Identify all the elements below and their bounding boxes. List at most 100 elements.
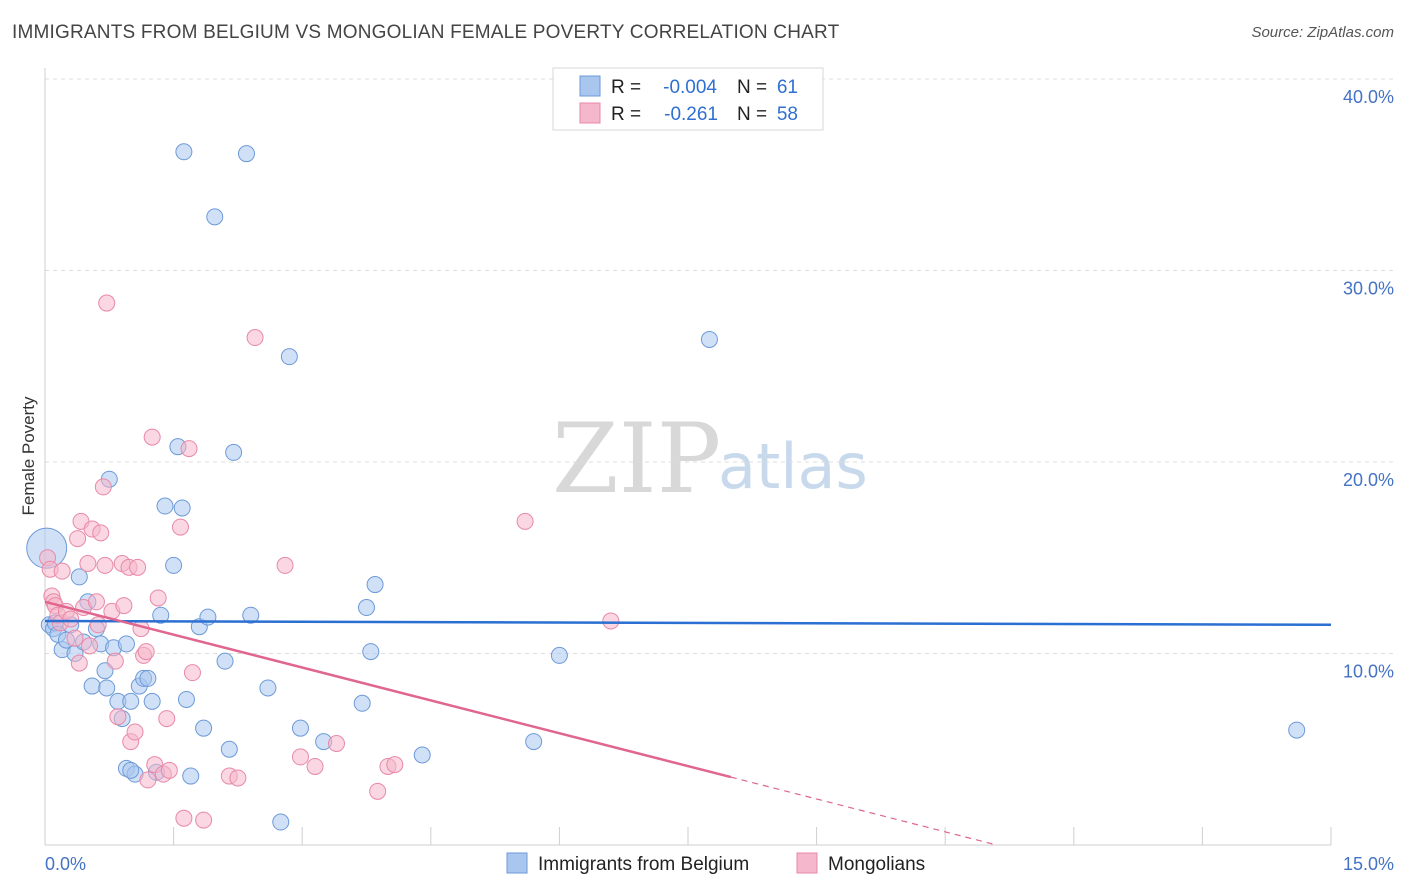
legend-n-value-belgium: 61 [777, 77, 798, 98]
point-mongolians [137, 643, 155, 661]
point-mongolians [160, 761, 178, 779]
series-legend-label-mongolians: Mongolians [828, 854, 925, 875]
point-mongolians [79, 554, 97, 572]
point-mongolians [62, 610, 80, 628]
y-tick-labels: 10.0% 20.0% 30.0% 40.0% [1343, 87, 1394, 682]
legend-r-label-belgium: R = [611, 77, 641, 98]
point-mongolians [183, 664, 201, 682]
x-tick-label-max: 15.0% [1343, 854, 1394, 874]
point-belgium [242, 606, 260, 624]
point-belgium [225, 443, 243, 461]
point-belgium [143, 692, 161, 710]
point-belgium [139, 669, 157, 687]
point-belgium [206, 208, 224, 226]
point-belgium [199, 608, 217, 626]
series-legend-swatch-belgium [506, 852, 528, 874]
legend-r-value-mongolians: -0.261 [664, 104, 718, 125]
point-mongolians [246, 329, 264, 347]
stats-legend: R = -0.004 N = 61 R = -0.261 N = 58 [552, 67, 824, 131]
point-mongolians [53, 562, 71, 580]
series-legend-label-belgium: Immigrants from Belgium [538, 854, 749, 875]
point-mongolians [306, 757, 324, 775]
point-mongolians [327, 735, 345, 753]
point-belgium [550, 646, 568, 664]
point-mongolians [81, 637, 99, 655]
x-tick-label-min: 0.0% [45, 854, 86, 874]
point-mongolians [106, 652, 124, 670]
source-credit: Source: ZipAtlas.com [1251, 24, 1394, 41]
trend-lines [44, 600, 1332, 846]
legend-r-value-belgium: -0.004 [663, 77, 717, 98]
point-mongolians [158, 710, 176, 728]
point-mongolians [139, 771, 157, 789]
point-belgium [122, 692, 140, 710]
point-mongolians [143, 428, 161, 446]
y-tick-label-40: 40.0% [1343, 87, 1394, 107]
point-mongolians [70, 654, 88, 672]
point-belgium [216, 652, 234, 670]
series-legend: Immigrants from Belgium Mongolians [506, 852, 925, 875]
legend-n-label-mongolians: N = [737, 104, 767, 125]
point-mongolians [171, 518, 189, 536]
point-mongolians [126, 723, 144, 741]
x-ticks [173, 827, 1332, 845]
series-legend-swatch-mongolians [796, 852, 818, 874]
point-mongolians [89, 616, 107, 634]
y-tick-label-30: 30.0% [1343, 279, 1394, 299]
scatter-points [26, 143, 1306, 831]
point-belgium [366, 576, 384, 594]
legend-r-label-mongolians: R = [611, 104, 641, 125]
point-mongolians [175, 809, 193, 827]
point-belgium [413, 746, 431, 764]
point-mongolians [92, 524, 110, 542]
legend-n-label-belgium: N = [737, 77, 767, 98]
point-belgium [237, 145, 255, 163]
point-mongolians [516, 512, 534, 530]
point-belgium [353, 694, 371, 712]
y-tick-label-20: 20.0% [1343, 470, 1394, 490]
point-mongolians [109, 708, 127, 726]
point-mongolians [149, 589, 167, 607]
point-belgium [175, 143, 193, 161]
point-mongolians [87, 593, 105, 611]
point-belgium [122, 761, 140, 779]
legend-n-value-mongolians: 58 [777, 104, 798, 125]
point-belgium [165, 556, 183, 574]
watermark-zip: ZIP [552, 403, 721, 515]
point-belgium [362, 643, 380, 661]
point-mongolians [69, 530, 87, 548]
point-mongolians [369, 782, 387, 800]
point-mongolians [229, 769, 247, 787]
point-belgium [156, 497, 174, 515]
point-belgium [700, 330, 718, 348]
point-belgium [272, 813, 290, 831]
point-mongolians [602, 612, 620, 630]
point-belgium [280, 348, 298, 366]
point-mongolians [195, 811, 213, 829]
y-tick-label-10: 10.0% [1343, 662, 1394, 682]
point-belgium [220, 740, 238, 758]
point-belgium [70, 568, 88, 586]
point-belgium [358, 599, 375, 617]
point-belgium [182, 767, 200, 785]
point-mongolians [129, 558, 147, 576]
trend-line-belgium [44, 619, 1332, 627]
point-belgium [98, 679, 116, 697]
point-belgium [117, 635, 135, 653]
trend-line-mongolians-extension [730, 776, 997, 846]
point-mongolians [180, 440, 198, 458]
legend-swatch-belgium [579, 75, 601, 97]
point-belgium [1288, 721, 1306, 739]
point-mongolians [96, 556, 114, 574]
point-mongolians [94, 478, 112, 496]
point-mongolians [98, 294, 116, 312]
point-belgium [259, 679, 277, 697]
watermark-atlas: atlas [718, 430, 868, 503]
point-belgium [83, 677, 101, 695]
point-mongolians [386, 756, 404, 774]
point-mongolians [276, 556, 294, 574]
point-mongolians [66, 629, 84, 647]
grid-lines [45, 78, 1394, 654]
trend-line-mongolians [44, 600, 732, 779]
